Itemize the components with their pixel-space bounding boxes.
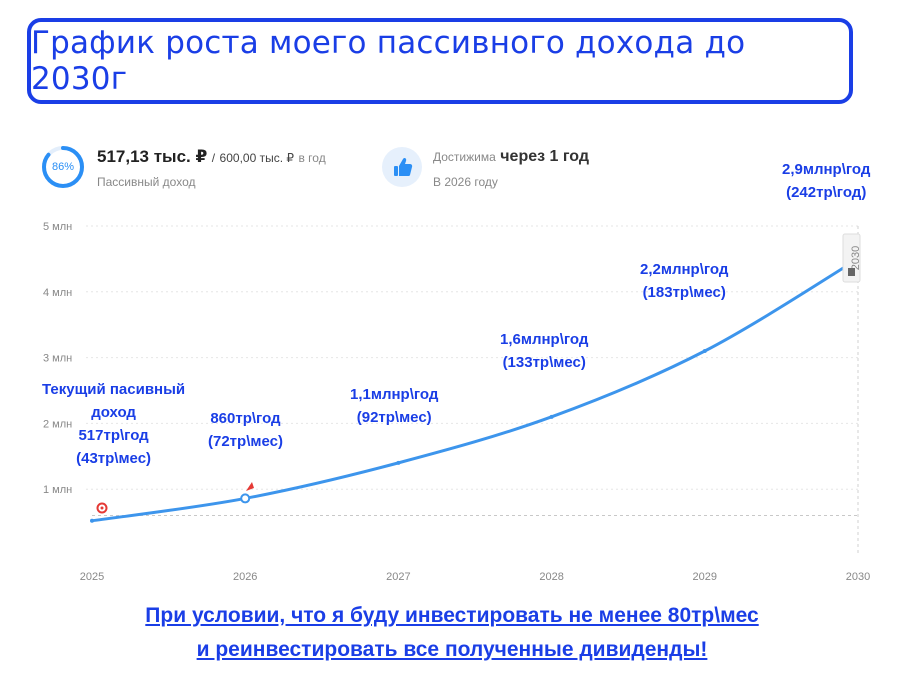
x-tick-label: 2027 [386, 571, 410, 583]
annotation-line: 860тр\год [210, 410, 281, 427]
end-marker-label: 2030 [850, 246, 862, 270]
footer-line-1: При условии, что я буду инвестировать не… [145, 604, 759, 627]
annotation-line: Текущий пасивный [42, 381, 186, 398]
data-point [702, 349, 707, 354]
annotation-line: (43тр\мес) [76, 450, 152, 467]
thumbs-up-icon [382, 147, 422, 187]
annotation-line: (242тр\год) [786, 184, 867, 201]
annotation-line: (183тр\мес) [642, 284, 726, 301]
annotation-line: 2,2млнр\год [640, 261, 729, 278]
annotation-line: 1,6млнр\год [500, 331, 589, 348]
current-income: 517,13 тыс. ₽ [97, 147, 208, 166]
data-point [396, 460, 401, 465]
progress-ring [42, 146, 84, 188]
y-tick-label: 3 млн [43, 353, 72, 365]
income-label: Пассивный доход [97, 175, 196, 189]
annotation-current: Текущий пасивный доход 517тр\год (43тр\м… [42, 378, 185, 470]
annotation-2030: 2,9млнр\год (242тр\год) [782, 158, 870, 204]
y-tick-label: 1 млн [43, 484, 72, 496]
annotation-line: (72тр\мес) [208, 433, 283, 450]
annotation-line: (92тр\мес) [356, 409, 432, 426]
x-tick-label: 2030 [846, 571, 870, 583]
y-tick-label: 2 млн [43, 418, 72, 430]
income-separator: / [211, 151, 216, 165]
y-tick-label: 5 млн [43, 221, 72, 233]
annotation-line: доход [91, 404, 136, 421]
title-box: График роста моего пассивного дохода до … [27, 18, 853, 104]
achievable-value: через 1 год [500, 148, 590, 165]
x-tick-label: 2028 [539, 571, 563, 583]
flag-icon [848, 268, 855, 276]
data-point [549, 414, 554, 419]
data-point [90, 518, 94, 523]
income-series-line [90, 257, 860, 523]
target-icon-center [100, 506, 104, 510]
achievable-label: Достижима [433, 150, 496, 164]
annotation-line: (133тр\мес) [502, 354, 586, 371]
progress-percent: 86% [51, 161, 75, 173]
annotation-2029: 2,2млнр\год (183тр\мес) [640, 258, 728, 304]
annotation-line: 517тр\год [78, 427, 149, 444]
x-tick-label: 2029 [693, 571, 717, 583]
y-tick-label: 4 млн [43, 287, 72, 299]
end-marker-box [842, 233, 861, 283]
page-title: График роста моего пассивного дохода до … [31, 25, 746, 97]
annotation-2026: 860тр\год (72тр\мес) [208, 407, 283, 453]
income-period: в год [298, 151, 326, 165]
achievable-summary: Достижима через 1 год [433, 148, 589, 166]
data-point [240, 493, 251, 504]
x-tick-label: 2025 [80, 571, 104, 583]
annotation-line: 1,1млнр\год [350, 386, 439, 403]
target-income: 600,00 тыс. ₽ [219, 151, 295, 165]
party-icon [246, 482, 254, 491]
footer-line-2: и реинвестировать все полученные дивиден… [196, 638, 708, 661]
income-summary: 517,13 тыс. ₽ / 600,00 тыс. ₽ в год [97, 147, 326, 167]
annotation-line: 2,9млнр\год [782, 161, 871, 178]
achievable-year: В 2026 году [433, 175, 498, 189]
x-tick-label: 2026 [233, 571, 257, 583]
annotation-2028: 1,6млнр\год (133тр\мес) [500, 328, 588, 374]
annotation-2027: 1,1млнр\год (92тр\мес) [350, 383, 438, 429]
